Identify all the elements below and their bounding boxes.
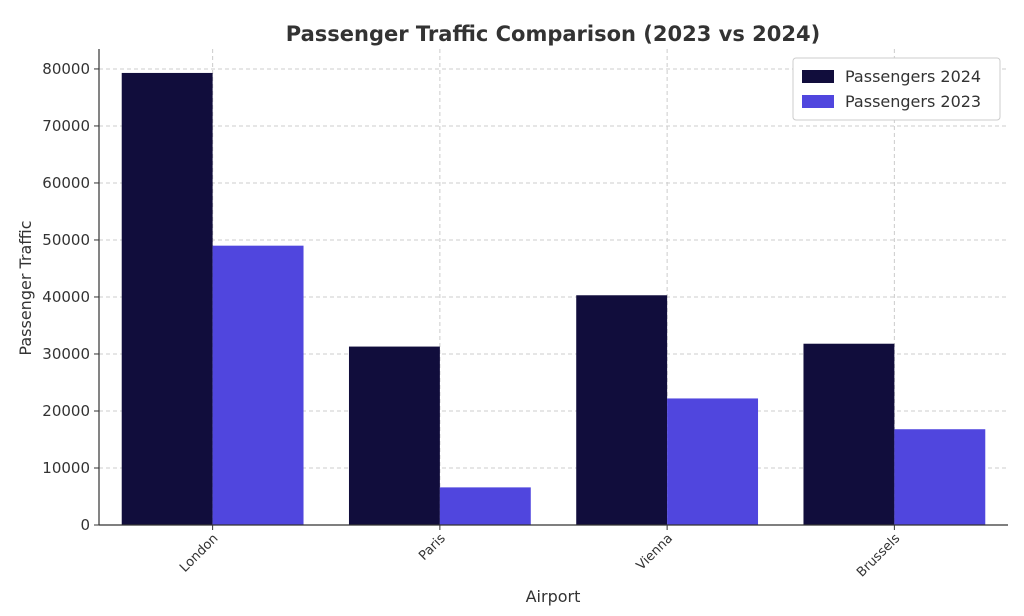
bar bbox=[121, 72, 213, 526]
y-tick-label: 80000 bbox=[42, 60, 90, 78]
x-tick-label: Brussels bbox=[854, 531, 903, 580]
legend: Passengers 2024 Passengers 2023 bbox=[792, 57, 1001, 121]
x-tick-label: Paris bbox=[416, 531, 449, 564]
y-tick-label: 20000 bbox=[42, 402, 90, 420]
y-tick-label: 40000 bbox=[42, 288, 90, 306]
y-tick-label: 30000 bbox=[42, 345, 90, 363]
y-tick-label: 0 bbox=[80, 516, 90, 534]
bar bbox=[439, 487, 531, 525]
legend-swatch bbox=[802, 95, 834, 108]
bar bbox=[348, 346, 440, 525]
x-tick-label: Vienna bbox=[634, 531, 676, 573]
x-tick-label: London bbox=[177, 531, 221, 575]
y-tick-label: 50000 bbox=[42, 231, 90, 249]
y-tick-label: 60000 bbox=[42, 174, 90, 192]
bar bbox=[894, 429, 986, 525]
y-tick-label: 10000 bbox=[42, 459, 90, 477]
bar bbox=[212, 245, 304, 525]
axes bbox=[94, 49, 1008, 530]
legend-swatch bbox=[802, 70, 834, 83]
y-axis-label: Passenger Traffic bbox=[16, 220, 35, 355]
bar bbox=[667, 398, 759, 525]
legend-label: Passengers 2024 bbox=[845, 67, 981, 86]
bars bbox=[121, 72, 986, 526]
legend-frame bbox=[792, 57, 1001, 121]
bar bbox=[803, 343, 895, 525]
legend-label: Passengers 2023 bbox=[845, 92, 981, 111]
y-tick-label: 70000 bbox=[42, 117, 90, 135]
bar bbox=[576, 295, 668, 525]
chart-title: Passenger Traffic Comparison (2023 vs 20… bbox=[286, 22, 820, 46]
x-axis-label: Airport bbox=[526, 587, 581, 606]
